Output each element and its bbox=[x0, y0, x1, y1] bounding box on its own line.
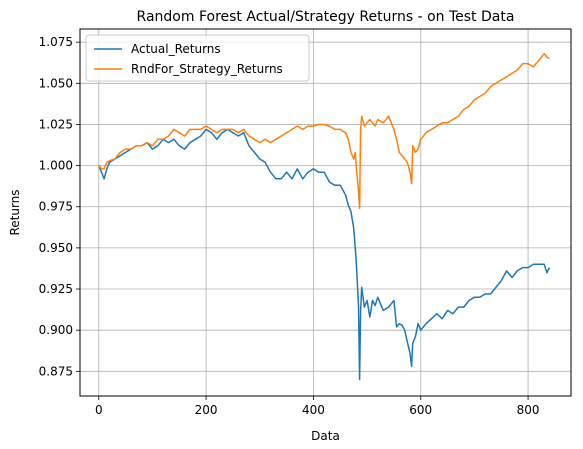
y-tick-label: 1.075 bbox=[39, 35, 73, 49]
y-tick-label: 1.025 bbox=[39, 117, 73, 131]
y-tick-label: 0.950 bbox=[39, 241, 73, 255]
y-tick-label: 0.975 bbox=[39, 200, 73, 214]
y-axis-label: Returns bbox=[8, 189, 22, 235]
grid-layer bbox=[80, 29, 571, 396]
series-line-strategy-returns bbox=[98, 52, 550, 210]
y-tick-label: 0.875 bbox=[39, 364, 73, 378]
tick-layer: 0 200 400 600 800 0.875 0.900 0.925 0.950 0.975 1.… bbox=[39, 35, 540, 417]
chart-title: Random Forest Actual/Strategy Returns - … bbox=[137, 9, 515, 25]
series-layer bbox=[98, 52, 551, 381]
legend-box bbox=[85, 34, 310, 82]
x-tick-label: 800 bbox=[517, 403, 540, 417]
x-tick-label: 600 bbox=[409, 403, 432, 417]
legend: Actual_Returns RndFor_Strategy_Returns bbox=[85, 34, 310, 82]
y-tick-label: 0.900 bbox=[39, 323, 73, 337]
y-tick-label: 1.050 bbox=[39, 76, 73, 90]
legend-label-strategy-returns: RndFor_Strategy_Returns bbox=[131, 62, 283, 76]
plot-frame bbox=[79, 28, 572, 397]
series-line-actual-returns bbox=[98, 128, 551, 381]
y-tick-label: 0.925 bbox=[39, 282, 73, 296]
x-tick-label: 0 bbox=[95, 403, 103, 417]
x-tick-label: 200 bbox=[195, 403, 218, 417]
legend-label-actual-returns: Actual_Returns bbox=[131, 42, 221, 56]
x-tick-label: 400 bbox=[302, 403, 325, 417]
x-axis-label: Data bbox=[311, 429, 340, 443]
y-tick-label: 1.000 bbox=[39, 159, 73, 173]
